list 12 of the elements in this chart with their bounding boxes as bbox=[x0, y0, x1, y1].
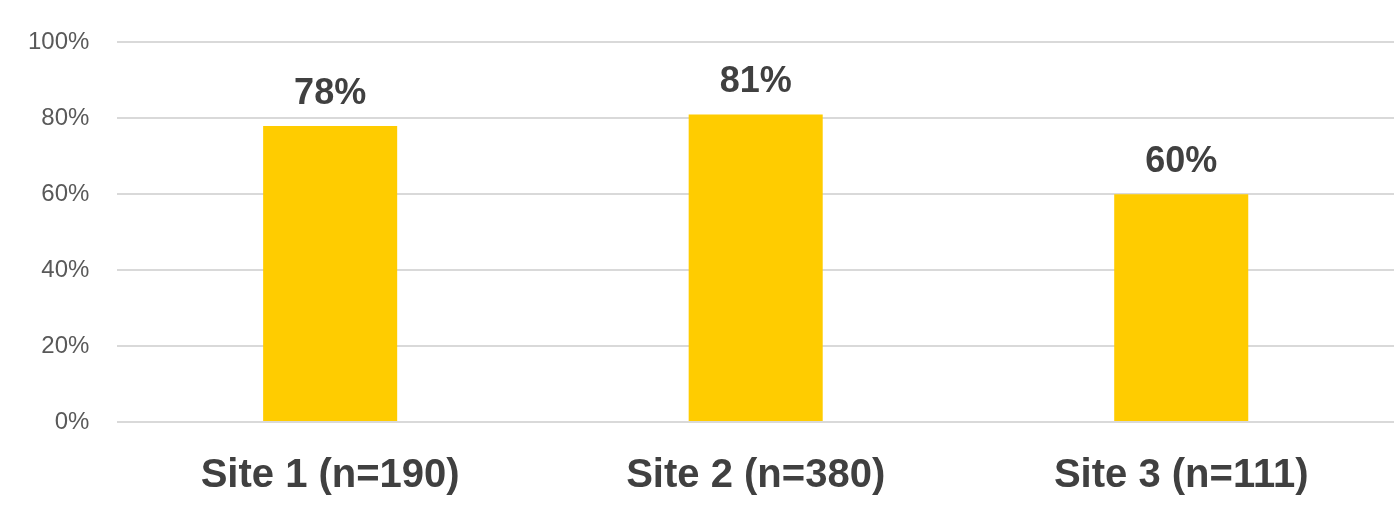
y-tick-label: 80% bbox=[41, 102, 90, 130]
y-tick-label: 40% bbox=[41, 254, 90, 282]
y-tick-label: 20% bbox=[41, 330, 90, 358]
x-tick-label: Site 2 (n=380) bbox=[626, 451, 886, 496]
x-tick-label: Site 1 (n=190) bbox=[200, 451, 460, 496]
y-tick-label: 60% bbox=[41, 178, 90, 206]
data-label: 81% bbox=[719, 59, 792, 101]
data-label: 60% bbox=[1145, 139, 1218, 181]
x-tick-label: Site 3 (n=111) bbox=[1053, 451, 1309, 496]
data-label: 78% bbox=[294, 70, 367, 112]
y-tick-label: 0% bbox=[54, 406, 90, 434]
y-tick-label: 100% bbox=[27, 27, 90, 55]
